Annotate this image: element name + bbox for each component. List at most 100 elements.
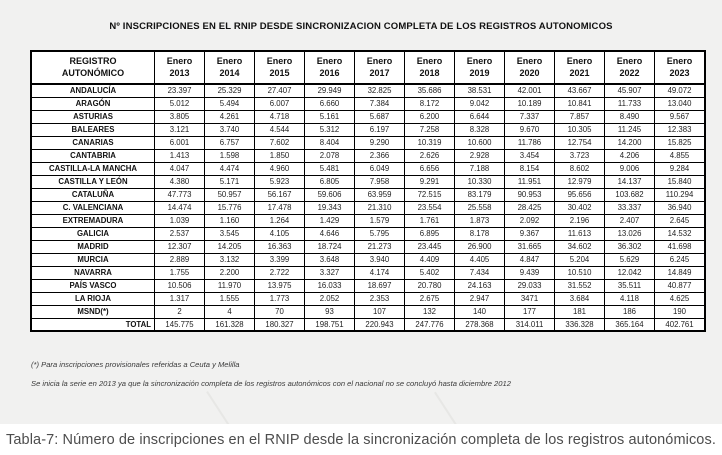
table-row: LA RIOJA 1.317 1.555 1.773 2.052 2.353 2.675 2.… — [30, 291, 706, 306]
value-cell: 72.515 — [404, 187, 455, 202]
rnip-inscriptions-table: REGISTRO AUTONÓMICO Enero 2013 Enero 2014 Ener… — [30, 50, 706, 332]
value-cell: 9.670 — [504, 122, 555, 137]
value-cell: 90.953 — [504, 187, 555, 202]
value-cell: 11.970 — [204, 278, 255, 293]
value-cell: 4.118 — [604, 291, 655, 306]
value-cell: 7.857 — [554, 109, 605, 124]
value-cell: 59.606 — [304, 187, 355, 202]
value-cell: 27.407 — [254, 83, 305, 98]
header-text: 2014 — [219, 67, 240, 78]
value-cell: 10.330 — [454, 174, 505, 189]
value-cell: 42.001 — [504, 83, 555, 98]
table-row: CASTILLA Y LEÓN 4.380 5.171 5.923 6.805 7.958… — [30, 174, 706, 189]
table-row: MADRID 12.307 14.205 16.363 18.724 21.273 23.4… — [30, 239, 706, 254]
value-cell: 8.602 — [554, 161, 605, 176]
value-cell: 3.940 — [354, 252, 405, 267]
value-cell: 4.174 — [354, 265, 405, 280]
table-row: CANARIAS 6.001 6.757 7.602 8.404 9.290 10.319 1… — [30, 135, 706, 150]
value-cell: 1.413 — [154, 148, 205, 163]
header-text: Enero — [166, 55, 193, 66]
table-row: CANTABRIA 1.413 1.598 1.850 2.078 2.366 2.626 2… — [30, 148, 706, 163]
table-row: ANDALUCÍA 23.397 25.329 27.407 29.949 32.825 3… — [30, 83, 706, 98]
value-cell: 6.660 — [304, 96, 355, 111]
value-cell: 93 — [304, 304, 355, 319]
header-text: 2019 — [469, 67, 490, 78]
value-cell: 103.682 — [604, 187, 655, 202]
value-cell: 35.686 — [404, 83, 455, 98]
value-cell: 3.545 — [204, 226, 255, 241]
value-cell: 7.958 — [354, 174, 405, 189]
value-cell: 26.900 — [454, 239, 505, 254]
value-cell: 29.949 — [304, 83, 355, 98]
value-cell: 12.979 — [554, 174, 605, 189]
table-row: CATALUÑA 47.773 50.957 56.167 59.606 63.959 72… — [30, 187, 706, 202]
value-cell: 14.849 — [654, 265, 706, 280]
value-cell: 10.305 — [554, 122, 605, 137]
total-row: TOTAL 145.775 161.328 180.327 198.751 220.943… — [30, 317, 706, 332]
value-cell: 5.312 — [304, 122, 355, 137]
value-cell: 5.629 — [604, 252, 655, 267]
table-row: ARAGÓN 5.012 5.494 6.007 6.660 7.384 8.172 9.04… — [30, 96, 706, 111]
value-cell: 6.007 — [254, 96, 305, 111]
value-cell: 3.723 — [554, 148, 605, 163]
value-cell: 7.384 — [354, 96, 405, 111]
value-cell: 38.531 — [454, 83, 505, 98]
value-cell: 145.775 — [154, 317, 205, 332]
value-cell: 5.481 — [304, 161, 355, 176]
year-header: Enero 2020 — [504, 50, 555, 85]
value-cell: 7.602 — [254, 135, 305, 150]
table-row: NAVARRA 1.755 2.200 2.722 3.327 4.174 5.402 7.4… — [30, 265, 706, 280]
value-cell: 12.042 — [604, 265, 655, 280]
row-label: MURCIA — [30, 252, 155, 267]
value-cell: 63.959 — [354, 187, 405, 202]
value-cell: 2.052 — [304, 291, 355, 306]
value-cell: 36.940 — [654, 200, 706, 215]
value-cell: 4.405 — [454, 252, 505, 267]
value-cell: 70 — [254, 304, 305, 319]
value-cell: 4.409 — [404, 252, 455, 267]
value-cell: 25.558 — [454, 200, 505, 215]
value-cell: 12.754 — [554, 135, 605, 150]
value-cell: 14.200 — [604, 135, 655, 150]
value-cell: 33.337 — [604, 200, 655, 215]
row-label: GALICIA — [30, 226, 155, 241]
row-label: CASTILLA-LA MANCHA — [30, 161, 155, 176]
value-cell: 1.264 — [254, 213, 305, 228]
header-text: REGISTRO — [69, 55, 117, 66]
value-cell: 4.474 — [204, 161, 255, 176]
value-cell: 21.310 — [354, 200, 405, 215]
value-cell: 31.552 — [554, 278, 605, 293]
value-cell: 3.399 — [254, 252, 305, 267]
table-row: BALEARES 3.121 3.740 4.544 5.312 6.197 7.258 8.… — [30, 122, 706, 137]
value-cell: 11.786 — [504, 135, 555, 150]
value-cell: 9.367 — [504, 226, 555, 241]
value-cell: 2.196 — [554, 213, 605, 228]
row-label: ASTURIAS — [30, 109, 155, 124]
value-cell: 5.012 — [154, 96, 205, 111]
value-cell: 4.544 — [254, 122, 305, 137]
value-cell: 50.957 — [204, 187, 255, 202]
value-cell: 3.132 — [204, 252, 255, 267]
value-cell: 3.740 — [204, 122, 255, 137]
value-cell: 5.402 — [404, 265, 455, 280]
value-cell: 6.245 — [654, 252, 706, 267]
value-cell: 95.656 — [554, 187, 605, 202]
value-cell: 4.855 — [654, 148, 706, 163]
caption-bar: Tabla-7: Número de inscripciones en el R… — [0, 424, 722, 455]
row-label: C. VALENCIANA — [30, 200, 155, 215]
value-cell: 1.773 — [254, 291, 305, 306]
year-header: Enero 2015 — [254, 50, 305, 85]
year-header: Enero 2019 — [454, 50, 505, 85]
row-label: EXTREMADURA — [30, 213, 155, 228]
value-cell: 1.555 — [204, 291, 255, 306]
value-cell: 23.554 — [404, 200, 455, 215]
value-cell: 9.042 — [454, 96, 505, 111]
value-cell: 7.188 — [454, 161, 505, 176]
value-cell: 140 — [454, 304, 505, 319]
value-cell: 3471 — [504, 291, 555, 306]
value-cell: 1.429 — [304, 213, 355, 228]
row-label: CASTILLA Y LEÓN — [30, 174, 155, 189]
value-cell: 3.454 — [504, 148, 555, 163]
header-text: Enero — [416, 55, 443, 66]
